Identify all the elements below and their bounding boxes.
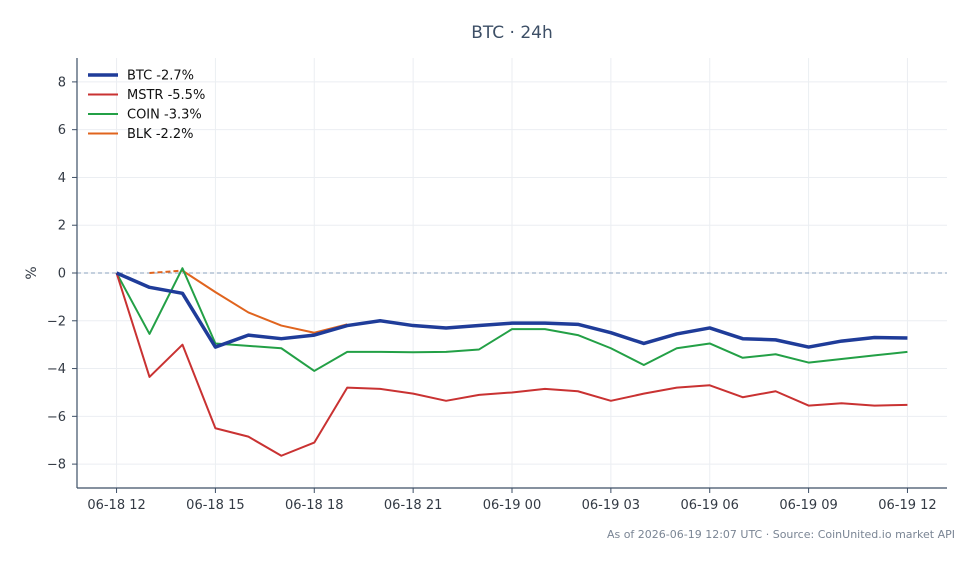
y-tick-label: 4: [58, 171, 66, 186]
x-tick-label: 06-18 12: [87, 498, 145, 513]
x-tick-label: 06-18 21: [384, 498, 442, 513]
footer-source: As of 2026-06-19 12:07 UTC · Source: Coi…: [607, 528, 955, 541]
x-tick-label: 06-18 18: [285, 498, 343, 513]
x-tick-label: 06-19 00: [483, 498, 541, 513]
x-tick-label: 06-19 03: [582, 498, 640, 513]
y-tick-label: −2: [47, 314, 66, 329]
legend-label-btc: BTC -2.7%: [127, 69, 194, 84]
legend-label-coin: COIN -3.3%: [127, 108, 202, 123]
x-tick-label: 06-19 12: [878, 498, 936, 513]
chart-title: BTC · 24h: [471, 23, 553, 43]
x-ticks: 06-18 12 06-18 15 06-18 18 06-18 21 06-19 00…: [87, 488, 937, 513]
y-tick-label: −6: [47, 410, 66, 425]
series-line-coin: [115, 267, 908, 372]
y-tick-label: 6: [58, 123, 66, 138]
legend-label-blk: BLK -2.2%: [127, 127, 194, 142]
series-group: [115, 267, 908, 457]
y-tick-label: −8: [47, 458, 66, 473]
x-tick-label: 06-18 15: [186, 498, 244, 513]
y-tick-label: 2: [58, 219, 66, 234]
series-line-blk-dashed: [149, 269, 183, 274]
legend-label-mstr: MSTR -5.5%: [127, 88, 205, 103]
x-tick-label: 06-19 09: [779, 498, 837, 513]
legend: BTC -2.7% MSTR -5.5% COIN -3.3% BLK -2.2%: [88, 69, 205, 142]
y-tick-label: −4: [47, 362, 66, 377]
x-tick-label: 06-19 06: [681, 498, 739, 513]
y-ticks: −8 −6 −4 −2 0 2 4 6 8: [47, 75, 77, 473]
series-line-btc: [115, 271, 908, 349]
y-axis-label: %: [24, 266, 40, 279]
series-line-blk: [181, 269, 348, 334]
series-line-mstr: [115, 272, 908, 457]
y-tick-label: 0: [58, 267, 66, 282]
y-tick-label: 8: [58, 75, 66, 90]
